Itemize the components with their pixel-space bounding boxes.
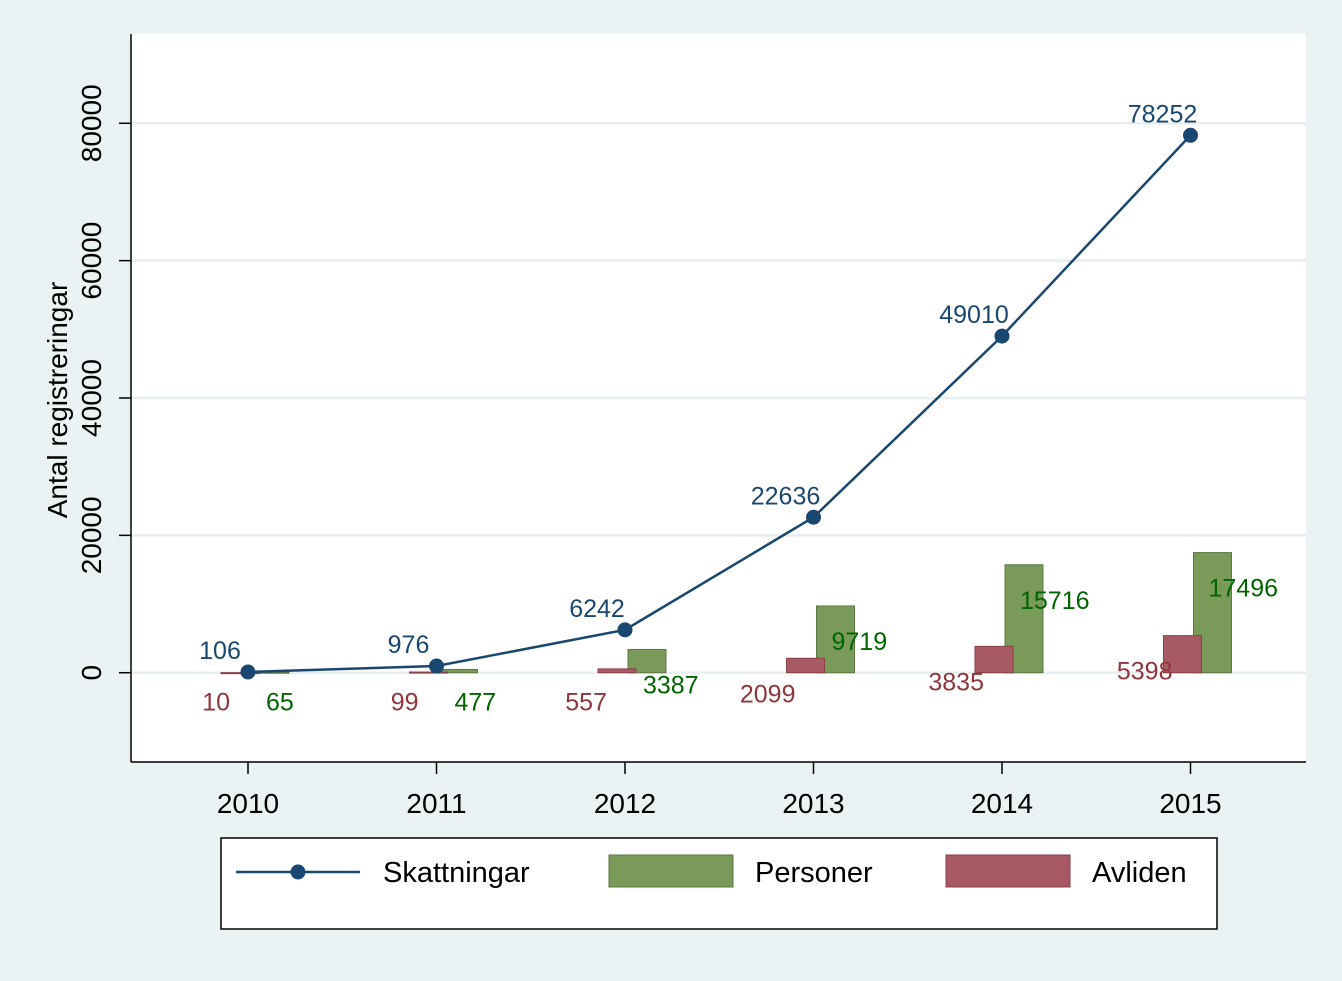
- x-tick-label: 2011: [406, 788, 466, 819]
- point-skattningar: [806, 509, 821, 525]
- label-skattningar: 49010: [939, 301, 1009, 329]
- grid-lines: [131, 122, 1306, 674]
- y-axis-title: Antal registreringar: [42, 282, 73, 519]
- label-avliden: 3835: [928, 668, 984, 696]
- point-skattningar: [994, 328, 1010, 344]
- legend-swatch-personer: [608, 854, 734, 888]
- label-personer: 17496: [1209, 575, 1279, 603]
- bar-avliden: [597, 668, 637, 674]
- bar-avliden: [974, 645, 1014, 674]
- label-avliden: 99: [391, 689, 419, 717]
- line-skattningar: [247, 134, 1192, 674]
- legend-label-personer: Personer: [755, 857, 873, 889]
- legend: Skattningar Personer Avliden: [220, 837, 1218, 930]
- bar-avliden: [1163, 635, 1202, 674]
- label-skattningar: 78252: [1128, 100, 1198, 128]
- label-avliden: 2099: [740, 680, 796, 708]
- point-skattningar: [617, 622, 633, 638]
- point-skattningar: [429, 658, 444, 674]
- bar-personer: [627, 648, 667, 674]
- x-tick-label: 2010: [217, 788, 279, 819]
- line-series: [240, 127, 1198, 680]
- point-skattningar: [1183, 127, 1198, 143]
- x-tick-label: 2013: [782, 788, 844, 819]
- x-tick-label: 2015: [1159, 788, 1221, 819]
- label-avliden: 10: [202, 689, 230, 717]
- axes: 0 20000 40000 60000 80000 2010 2011 2012 2013 201…: [76, 34, 1306, 819]
- y-tick-label: 80000: [76, 84, 107, 162]
- y-tick-label: 40000: [76, 359, 107, 437]
- label-skattningar: 6242: [569, 595, 625, 623]
- x-tick-label: 2012: [594, 788, 656, 819]
- y-tick-label: 20000: [76, 496, 107, 574]
- label-avliden: 557: [565, 689, 607, 717]
- bars: [220, 552, 1232, 675]
- label-personer: 65: [266, 689, 294, 717]
- point-skattningar: [240, 664, 256, 680]
- legend-swatch-avliden: [945, 854, 1071, 888]
- label-personer: 3387: [643, 671, 699, 699]
- data-labels: 106 976 6242 22636 49010 78252 65 477 3387 9719 15…: [199, 100, 1278, 716]
- label-skattningar: 22636: [751, 482, 821, 510]
- label-personer: 9719: [832, 628, 888, 656]
- legend-label-avliden: Avliden: [1092, 857, 1187, 889]
- bar-avliden: [220, 672, 260, 675]
- label-skattningar: 976: [388, 631, 430, 659]
- label-personer: 15716: [1020, 587, 1090, 615]
- y-tick-label: 60000: [76, 222, 107, 300]
- bar-avliden: [786, 657, 825, 674]
- label-skattningar: 106: [199, 637, 241, 665]
- label-personer: 477: [455, 689, 497, 717]
- y-tick-label: 0: [76, 665, 107, 681]
- bar-avliden: [409, 671, 448, 674]
- x-tick-label: 2014: [971, 788, 1033, 819]
- legend-marker-swatch: [290, 864, 306, 880]
- legend-label-skattningar: Skattningar: [383, 857, 530, 889]
- label-avliden: 5398: [1117, 658, 1173, 686]
